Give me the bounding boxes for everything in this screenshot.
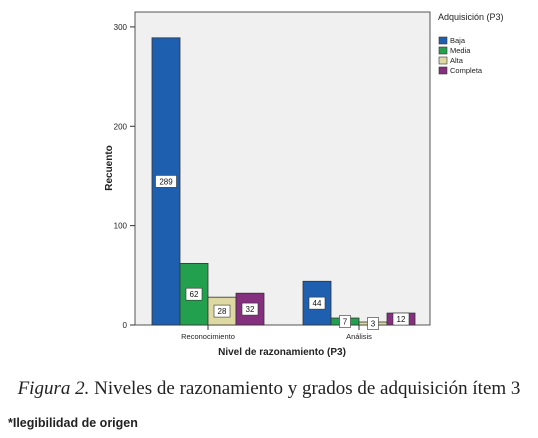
data-label-box — [392, 312, 410, 326]
data-label: 32 — [246, 305, 255, 314]
data-label-box — [308, 296, 326, 310]
legend-swatch — [438, 56, 448, 65]
bar-chart: 0 100 200 300 289 62 28 32 44 7 3 12 Reconocimient… — [104, 11, 504, 358]
y-tick-label: 0 — [123, 321, 128, 330]
figure-label: Figura 2. — [17, 378, 90, 399]
data-label-box — [241, 302, 259, 316]
data-label-box — [367, 317, 379, 330]
x-tick-label: Análisis — [346, 332, 372, 341]
y-tick-label: 200 — [114, 122, 128, 131]
legend-swatch — [438, 46, 448, 55]
data-label-box — [185, 287, 203, 301]
y-axis: 0 100 200 300 — [114, 23, 135, 330]
data-label: 12 — [397, 315, 406, 324]
y-axis-label: Recuento — [104, 145, 115, 191]
figure-caption-text: Niveles de razonamiento y grados de adqu… — [89, 378, 521, 399]
data-label: 28 — [218, 307, 227, 316]
figure-caption: Figura 2. Niveles de razonamiento y grad… — [0, 378, 538, 400]
data-label: 7 — [343, 318, 348, 327]
legend-label: Completa — [450, 66, 483, 75]
legend-swatch — [438, 36, 448, 45]
data-label-box — [155, 175, 177, 188]
x-axis-label: Nivel de razonamiento (P3) — [218, 347, 346, 358]
legend-label: Media — [450, 46, 471, 55]
x-axis: Reconocimiento Análisis — [181, 325, 372, 341]
source-note: *Ilegibilidad de origen — [8, 416, 138, 430]
legend-swatch — [438, 66, 448, 75]
legend-title: Adquisición (P3) — [438, 12, 504, 22]
data-label: 44 — [313, 299, 322, 308]
y-tick-label: 100 — [114, 222, 128, 231]
data-label: 289 — [159, 177, 173, 186]
data-label-box — [339, 315, 351, 328]
x-tick-label: Reconocimiento — [181, 332, 235, 341]
data-label: 62 — [190, 290, 199, 299]
y-tick-label: 300 — [114, 23, 128, 32]
bars-group: 289 62 28 32 44 7 3 12 — [151, 37, 416, 330]
data-label-box — [213, 304, 231, 318]
legend-label: Alta — [450, 56, 464, 65]
legend-label: Baja — [450, 36, 466, 45]
data-label: 3 — [371, 320, 376, 329]
